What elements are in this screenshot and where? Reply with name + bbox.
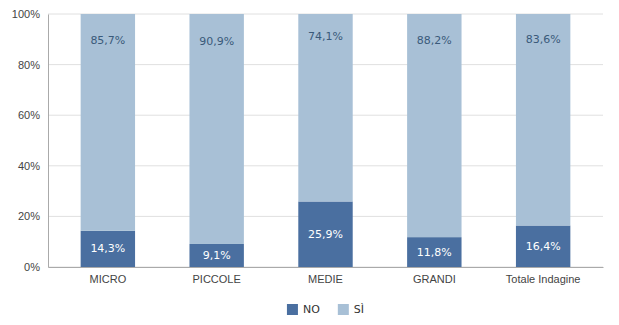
legend-item: SÌ (338, 303, 364, 316)
x-tick: GRANDI (413, 267, 456, 285)
bar (298, 14, 352, 201)
bar (298, 201, 352, 267)
legend: NO SÌ (287, 303, 364, 316)
y-axis: 0% 20% 40% 60% 80% 100% (12, 8, 49, 273)
axis-domain (49, 267, 604, 268)
bar-series (81, 201, 571, 267)
bar (81, 14, 135, 231)
x-tick-label: Totale Indagine (506, 273, 581, 285)
data-label: 88,2% (417, 34, 452, 47)
y-tick: 40% (18, 160, 48, 172)
y-tick-label: 60% (18, 109, 40, 121)
y-tick: 100% (12, 8, 48, 20)
data-label: 14,3% (90, 242, 125, 255)
bar (516, 226, 570, 267)
legend-swatch (338, 304, 349, 315)
grid (48, 14, 603, 267)
bar (81, 231, 135, 267)
data-label: 90,9% (199, 35, 234, 48)
data-label: 16,4% (526, 240, 561, 253)
y-tick-label: 100% (12, 8, 40, 20)
x-tick: MEDIE (308, 267, 343, 285)
x-tick-label: PICCOLE (193, 273, 241, 285)
data-label: 74,1% (308, 30, 343, 43)
y-tick-label: 20% (18, 210, 40, 222)
bar-series (81, 14, 571, 244)
y-tick: 80% (18, 59, 48, 71)
axis-domain (48, 15, 49, 268)
x-tick: Totale Indagine (506, 267, 581, 285)
y-tick: 20% (18, 210, 48, 222)
bar (516, 14, 570, 226)
y-tick: 0% (24, 261, 48, 273)
bar (407, 14, 461, 237)
y-tick-label: 40% (18, 160, 40, 172)
legend-label: NO (303, 303, 320, 316)
legend-swatch (287, 304, 298, 315)
x-tick: PICCOLE (193, 267, 241, 285)
bar (189, 244, 243, 267)
bar (189, 14, 243, 244)
data-label: 83,6% (526, 33, 561, 46)
legend-label: SÌ (354, 303, 364, 316)
data-label: 85,7% (90, 34, 125, 47)
data-label: 11,8% (417, 246, 452, 259)
legend-item: NO (287, 303, 320, 316)
y-tick: 60% (18, 109, 48, 121)
x-tick-label: GRANDI (413, 273, 456, 285)
x-axis: MICRO PICCOLE MEDIE GRANDI Totale Indagine (49, 267, 604, 285)
data-label: 25,9% (308, 228, 343, 241)
y-tick-label: 0% (24, 261, 40, 273)
x-tick-label: MICRO (90, 273, 127, 285)
data-label: 9,1% (203, 249, 231, 262)
data-labels: 14,3% 9,1% 25,9% 11,8% 16,4% 85,7% 90,9% 74,1% 8… (90, 30, 560, 262)
chart: MICRO PICCOLE MEDIE GRANDI Totale Indagine 0%… (0, 0, 619, 325)
x-tick-label: MEDIE (308, 273, 343, 285)
y-tick-label: 80% (18, 59, 40, 71)
bar (407, 237, 461, 267)
bars (81, 14, 571, 267)
x-tick: MICRO (90, 267, 127, 285)
